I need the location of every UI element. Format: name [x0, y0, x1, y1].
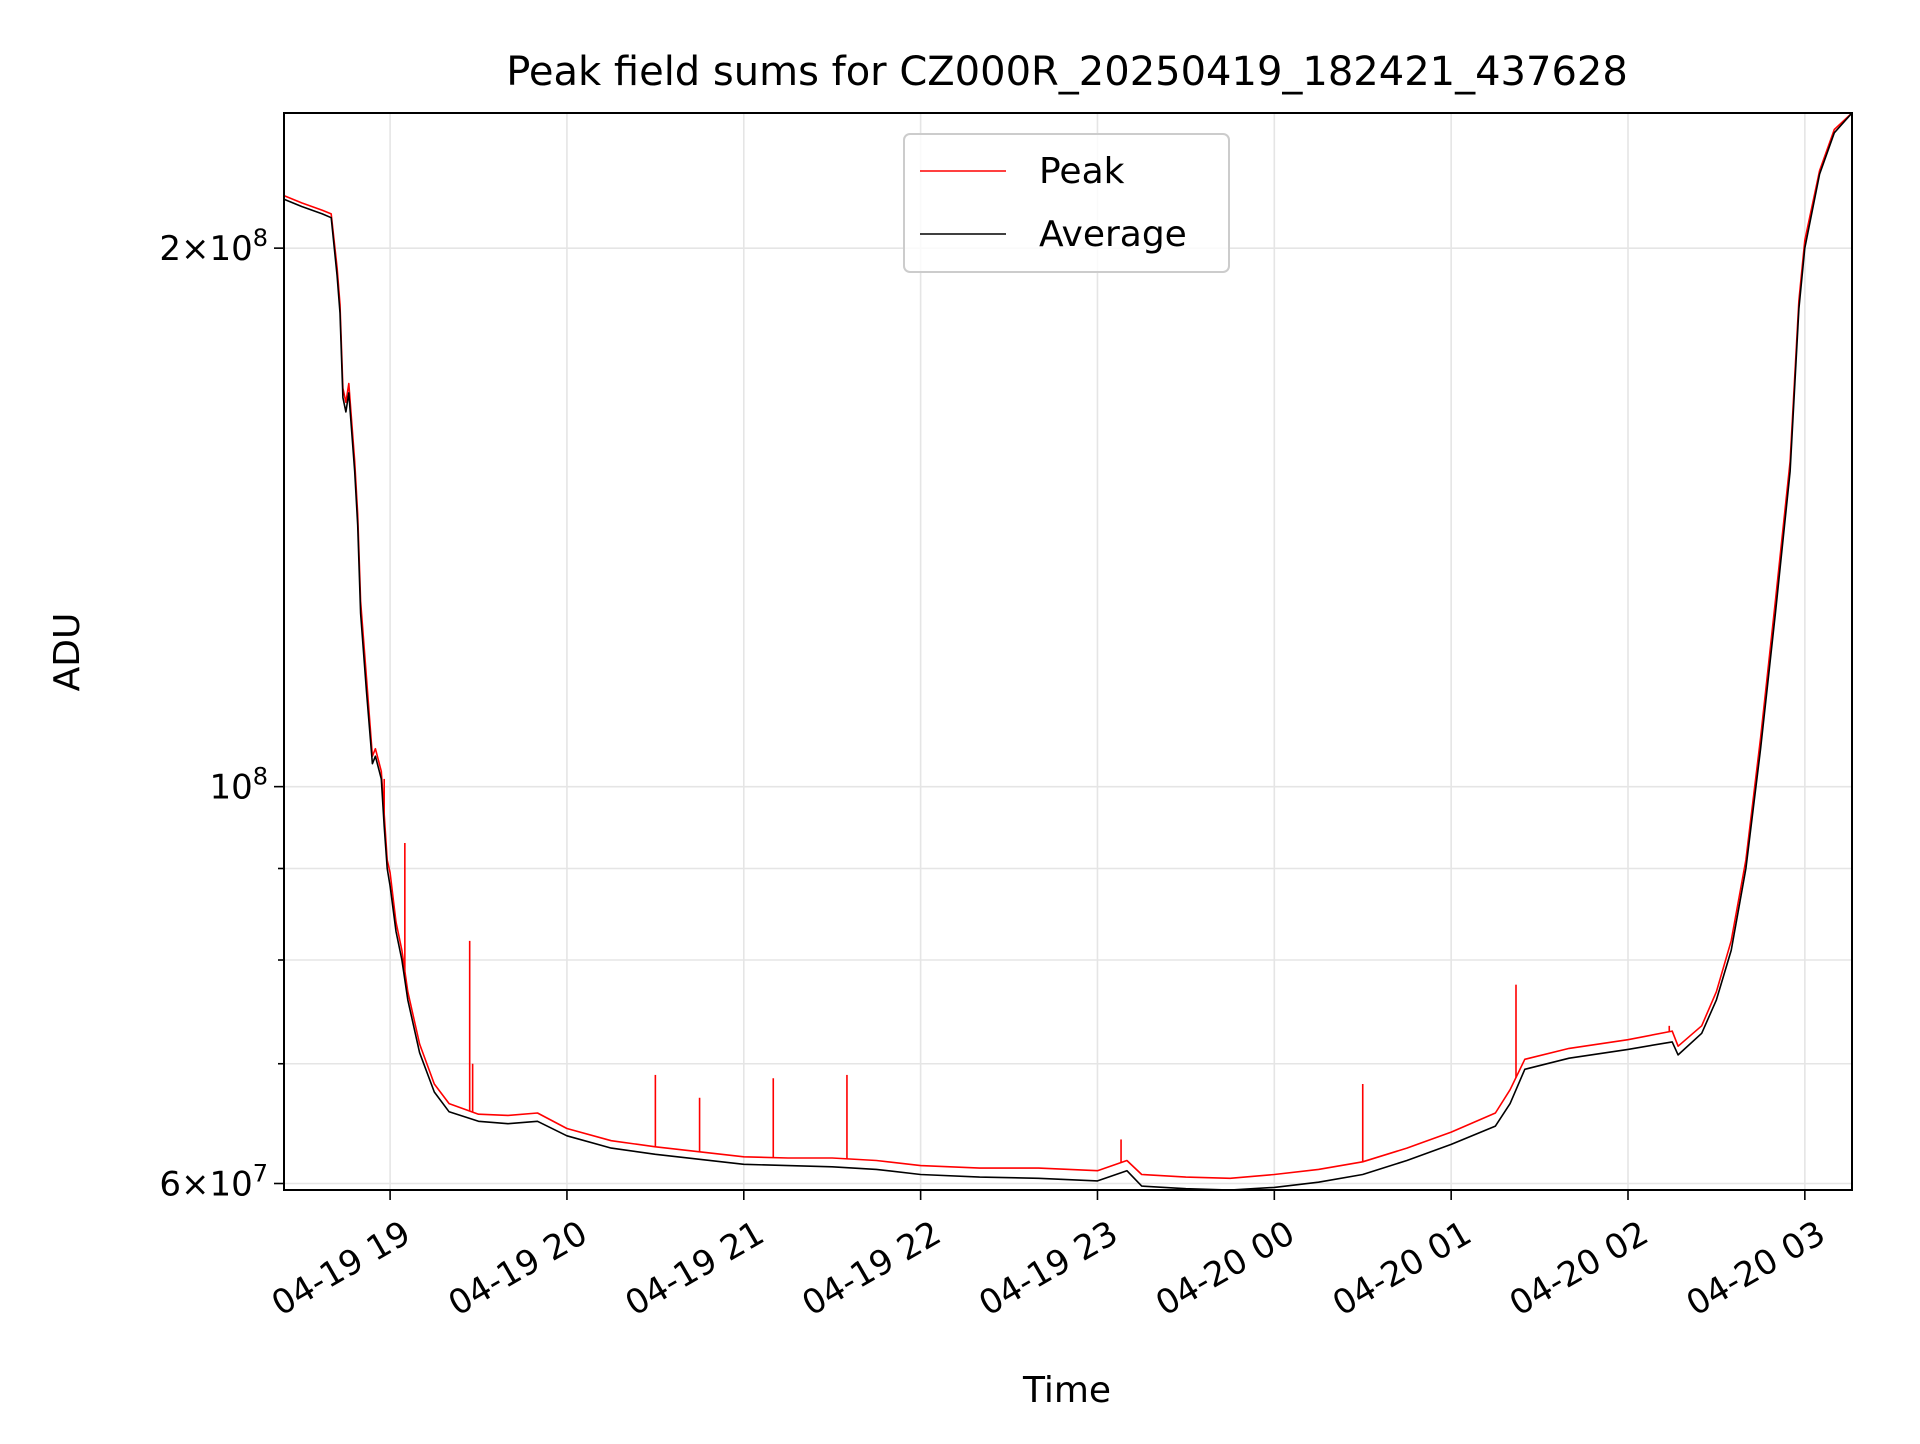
series-layer: [283, 112, 1853, 1191]
x-axis-label: Time: [1022, 1370, 1111, 1411]
legend-label-peak: Peak: [1039, 151, 1125, 192]
y-tick-label: 2×108: [159, 224, 268, 269]
plot-frame: [283, 112, 1853, 1191]
series-line-average: [283, 112, 1853, 1191]
y-axis-label: ADU: [47, 613, 88, 692]
legend: Peak Average: [903, 133, 1230, 273]
legend-box: [903, 133, 1230, 273]
grid: [284, 113, 1852, 1190]
chart-title: Peak field sums for CZ000R_20250419_1824…: [506, 49, 1628, 95]
series-line-peak: [283, 112, 1853, 1180]
legend-label-average: Average: [1039, 214, 1187, 255]
y-tick-label: 6×107: [159, 1159, 268, 1204]
